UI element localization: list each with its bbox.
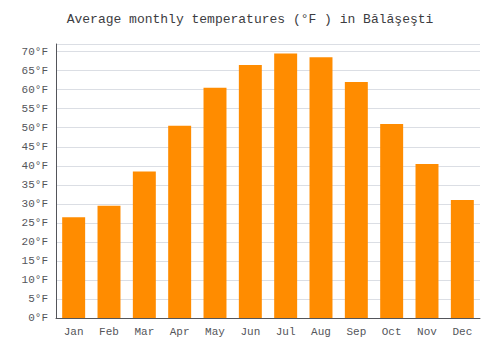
svg-text:45°F: 45°F: [22, 141, 48, 153]
svg-text:0°F: 0°F: [28, 312, 48, 324]
svg-text:35°F: 35°F: [22, 179, 48, 191]
svg-text:Aug: Aug: [311, 326, 331, 338]
svg-text:30°F: 30°F: [22, 198, 48, 210]
svg-text:Jul: Jul: [276, 326, 296, 338]
svg-text:15°F: 15°F: [22, 255, 48, 267]
svg-text:Jun: Jun: [240, 326, 260, 338]
svg-text:Apr: Apr: [170, 326, 190, 338]
svg-text:10°F: 10°F: [22, 274, 48, 286]
svg-text:60°F: 60°F: [22, 84, 48, 96]
svg-text:Mar: Mar: [134, 326, 154, 338]
svg-text:Nov: Nov: [417, 326, 437, 338]
svg-text:Sep: Sep: [346, 326, 366, 338]
svg-text:50°F: 50°F: [22, 122, 48, 134]
svg-text:5°F: 5°F: [28, 293, 48, 305]
svg-text:70°F: 70°F: [22, 46, 48, 58]
svg-text:Feb: Feb: [99, 326, 119, 338]
svg-text:Oct: Oct: [382, 326, 402, 338]
svg-text:40°F: 40°F: [22, 160, 48, 172]
svg-text:20°F: 20°F: [22, 236, 48, 248]
svg-text:25°F: 25°F: [22, 217, 48, 229]
svg-text:Average monthly temperatures (: Average monthly temperatures (°F ) in Bă…: [67, 12, 434, 27]
svg-text:May: May: [205, 326, 225, 338]
svg-text:Jan: Jan: [64, 326, 84, 338]
svg-text:Dec: Dec: [452, 326, 472, 338]
svg-text:65°F: 65°F: [22, 65, 48, 77]
svg-text:55°F: 55°F: [22, 103, 48, 115]
